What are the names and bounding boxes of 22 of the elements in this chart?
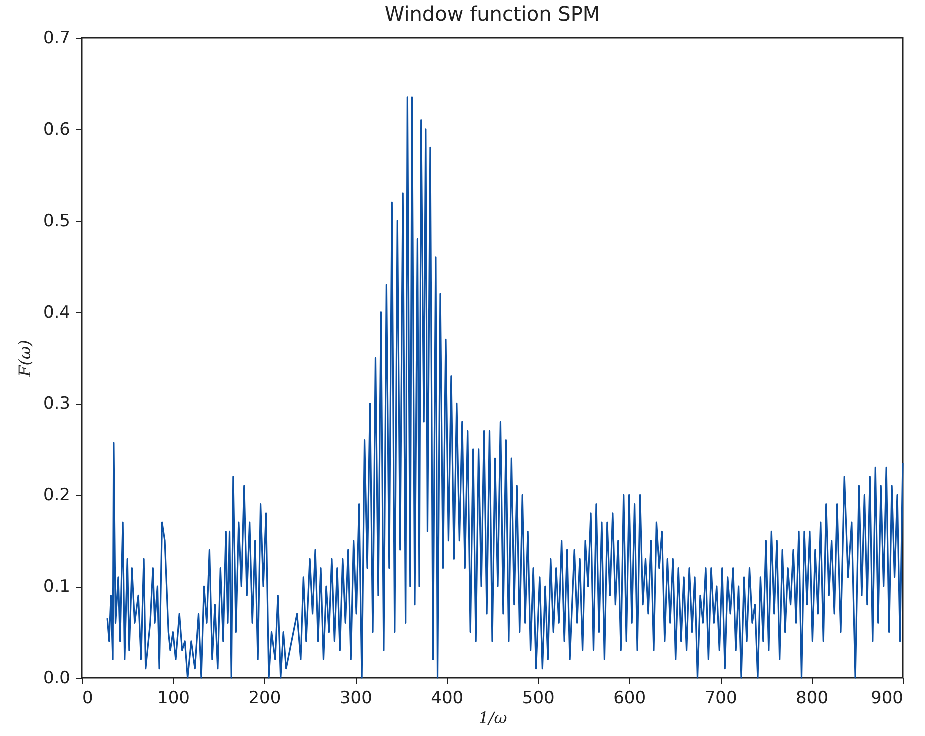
- x-tick-label: 900: [871, 688, 904, 708]
- y-tick-label: 0.4: [43, 302, 70, 323]
- x-tick-label: 400: [431, 688, 464, 708]
- x-tick-label: 0: [82, 688, 94, 708]
- x-tick-label: 100: [157, 688, 190, 708]
- y-tick-label: 0.7: [43, 28, 70, 48]
- y-tick-label: 0.3: [43, 394, 70, 414]
- x-tick-label: 200: [248, 688, 282, 708]
- x-tick-label: 500: [522, 688, 555, 708]
- x-tick-label: 300: [340, 688, 372, 708]
- x-axis-title: 1/ω: [478, 708, 508, 728]
- y-axis-title: F(ω): [15, 340, 34, 378]
- y-tick-label: 0.0: [43, 668, 70, 688]
- y-tick-label: 0.6: [43, 120, 70, 140]
- x-tick-label: 700: [704, 688, 738, 708]
- chart-title: Window function SPM: [384, 2, 600, 26]
- x-tick-label: 800: [796, 688, 829, 708]
- x-tick-label: 600: [614, 688, 646, 708]
- y-tick-label: 0.5: [43, 211, 70, 232]
- y-tick-label: 0.1: [43, 577, 70, 598]
- y-tick-label: 0.2: [43, 486, 70, 506]
- line-series: [106, 96, 904, 679]
